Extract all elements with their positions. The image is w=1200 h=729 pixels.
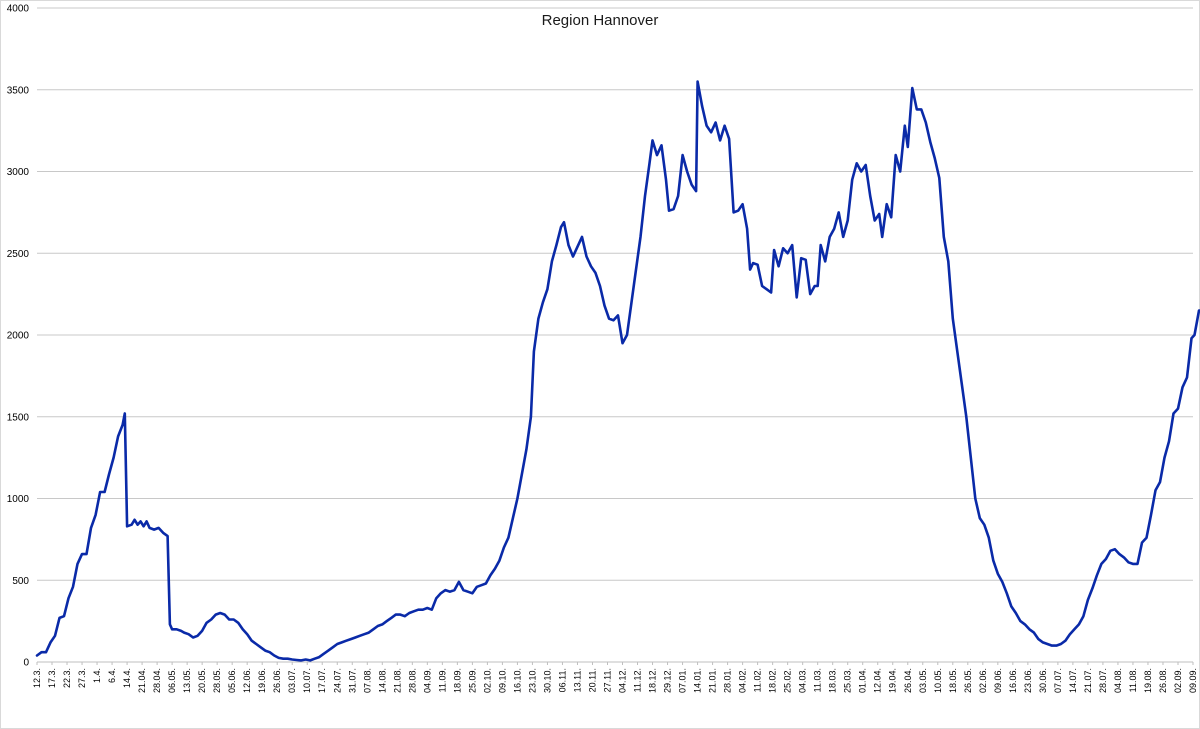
- x-tick-label: 19.08.: [1143, 668, 1153, 693]
- x-tick-label: 25.03.: [843, 668, 853, 693]
- x-tick-label: 04.08.: [1113, 668, 1123, 693]
- x-tick-label: 23.10.: [527, 668, 537, 693]
- y-axis-ticks: 0 500 1000 1500 2000 2500 3000 3500 4000: [7, 4, 30, 669]
- x-tick-label: 25.02.: [783, 668, 793, 693]
- x-tick-label: 30.10.: [542, 668, 552, 693]
- x-tick-label: 09.09.: [1188, 668, 1198, 693]
- x-tick-label: 12.3.: [32, 668, 42, 688]
- x-tick-label: 18.02.: [768, 668, 778, 693]
- x-tick-label: 27.11.: [602, 668, 612, 692]
- x-tick-label: 21.01.: [708, 668, 718, 693]
- x-tick-label: 02.10.: [482, 668, 492, 693]
- x-tick-label: 07.07.: [1053, 668, 1063, 693]
- x-tick-label: 26.06.: [272, 668, 282, 693]
- x-tick-label: 14.01.: [693, 668, 703, 693]
- y-tick-label: 3500: [7, 85, 30, 96]
- x-tick-label: 12.06.: [242, 668, 252, 693]
- x-tick-label: 07.01.: [678, 668, 688, 693]
- y-tick-label: 4000: [7, 4, 30, 15]
- x-tick-label: 18.03.: [828, 668, 838, 693]
- x-tick-label: 06.05.: [167, 668, 177, 693]
- x-tick-label: 07.08.: [362, 668, 372, 693]
- x-tick-label: 20.11.: [587, 668, 597, 692]
- x-tick-label: 21.07.: [1083, 668, 1093, 693]
- x-tick-label: 13.05.: [182, 668, 192, 693]
- x-tick-label: 11.08.: [1128, 668, 1138, 692]
- y-tick-label: 0: [23, 658, 29, 669]
- x-tick-label: 20.05.: [197, 668, 207, 693]
- x-tick-label: 6.4.: [107, 668, 117, 683]
- x-tick-label: 02.09.: [1173, 668, 1183, 693]
- x-tick-label: 26.08.: [1158, 668, 1168, 693]
- x-tick-label: 26.04.: [903, 668, 913, 693]
- x-tick-label: 28.05.: [212, 668, 222, 693]
- x-tick-label: 11.03.: [813, 668, 823, 692]
- x-tick-label: 29.12.: [663, 668, 673, 693]
- x-tick-label: 09.10.: [497, 668, 507, 693]
- x-tick-label: 10.07.: [302, 668, 312, 693]
- x-tick-label: 17.07.: [317, 668, 327, 693]
- x-tick-label: 1.4.: [92, 668, 102, 683]
- x-tick-label: 19.04.: [888, 668, 898, 693]
- x-tick-label: 12.04.: [873, 668, 883, 693]
- x-tick-label: 05.06.: [227, 668, 237, 693]
- x-tick-label: 18.12.: [648, 668, 658, 693]
- x-tick-label: 17.3.: [47, 668, 57, 688]
- y-tick-label: 2500: [7, 249, 30, 260]
- x-tick-label: 11.12.: [633, 668, 643, 692]
- y-tick-label: 3000: [7, 167, 30, 178]
- x-tick-label: 28.08.: [407, 668, 417, 693]
- gridlines: [37, 7, 1193, 581]
- x-tick-label: 14.07.: [1068, 668, 1078, 693]
- x-tick-label: 13.11.: [572, 668, 582, 692]
- x-tick-label: 03.07.: [287, 668, 297, 693]
- y-tick-label: 1000: [7, 494, 30, 505]
- x-tick-label: 18.09.: [452, 668, 462, 693]
- chart-title: Region Hannover: [542, 12, 659, 29]
- series-line-0: [35, 80, 1200, 662]
- x-tick-label: 04.12.: [618, 668, 628, 693]
- x-tick-label: 25.09.: [467, 668, 477, 693]
- x-tick-label: 04.02.: [738, 668, 748, 693]
- y-tick-label: 1500: [7, 412, 30, 423]
- x-tick-label: 19.06.: [257, 668, 267, 693]
- x-tick-label: 18.05.: [948, 668, 958, 693]
- x-tick-label: 21.08.: [392, 668, 402, 693]
- x-tick-label: 27.3.: [77, 668, 87, 688]
- x-tick-label: 11.09.: [437, 668, 447, 692]
- x-tick-label: 01.04.: [858, 668, 868, 693]
- x-tick-label: 24.07.: [332, 668, 342, 693]
- y-tick-label: 2000: [7, 331, 30, 342]
- x-tick-label: 31.07.: [347, 668, 357, 693]
- series-layer: [35, 80, 1200, 662]
- x-tick-label: 14.08.: [377, 668, 387, 693]
- x-tick-label: 22.3.: [62, 668, 72, 688]
- x-tick-label: 16.10.: [512, 668, 522, 693]
- x-tick-label: 09.06.: [993, 668, 1003, 693]
- x-tick-label: 26.05.: [963, 668, 973, 693]
- x-tick-label: 02.06.: [978, 668, 988, 693]
- x-tick-label: 23.06.: [1023, 668, 1033, 693]
- x-tick-label: 16.06.: [1008, 668, 1018, 693]
- y-tick-label: 500: [12, 576, 29, 587]
- x-tick-label: 28.01.: [723, 668, 733, 693]
- x-tick-label: 14.4.: [122, 668, 132, 688]
- x-tick-label: 04.09.: [422, 668, 432, 693]
- x-tick-label: 03.05.: [918, 668, 928, 693]
- x-tick-label: 04.03.: [798, 668, 808, 693]
- x-tick-label: 28.04.: [152, 668, 162, 693]
- x-tick-label: 28.07.: [1098, 668, 1108, 693]
- x-tick-label: 11.02.: [753, 668, 763, 692]
- x-tick-label: 06.11.: [557, 668, 567, 692]
- x-axis-ticks: 12.3. 17.3. 22.3. 27.3. 1.4. 6.4. 14.4. 21.04. 2…: [32, 662, 1198, 693]
- x-tick-label: 21.04.: [137, 668, 147, 693]
- x-tick-label: 10.05.: [933, 668, 943, 693]
- x-tick-label: 30.06.: [1038, 668, 1048, 693]
